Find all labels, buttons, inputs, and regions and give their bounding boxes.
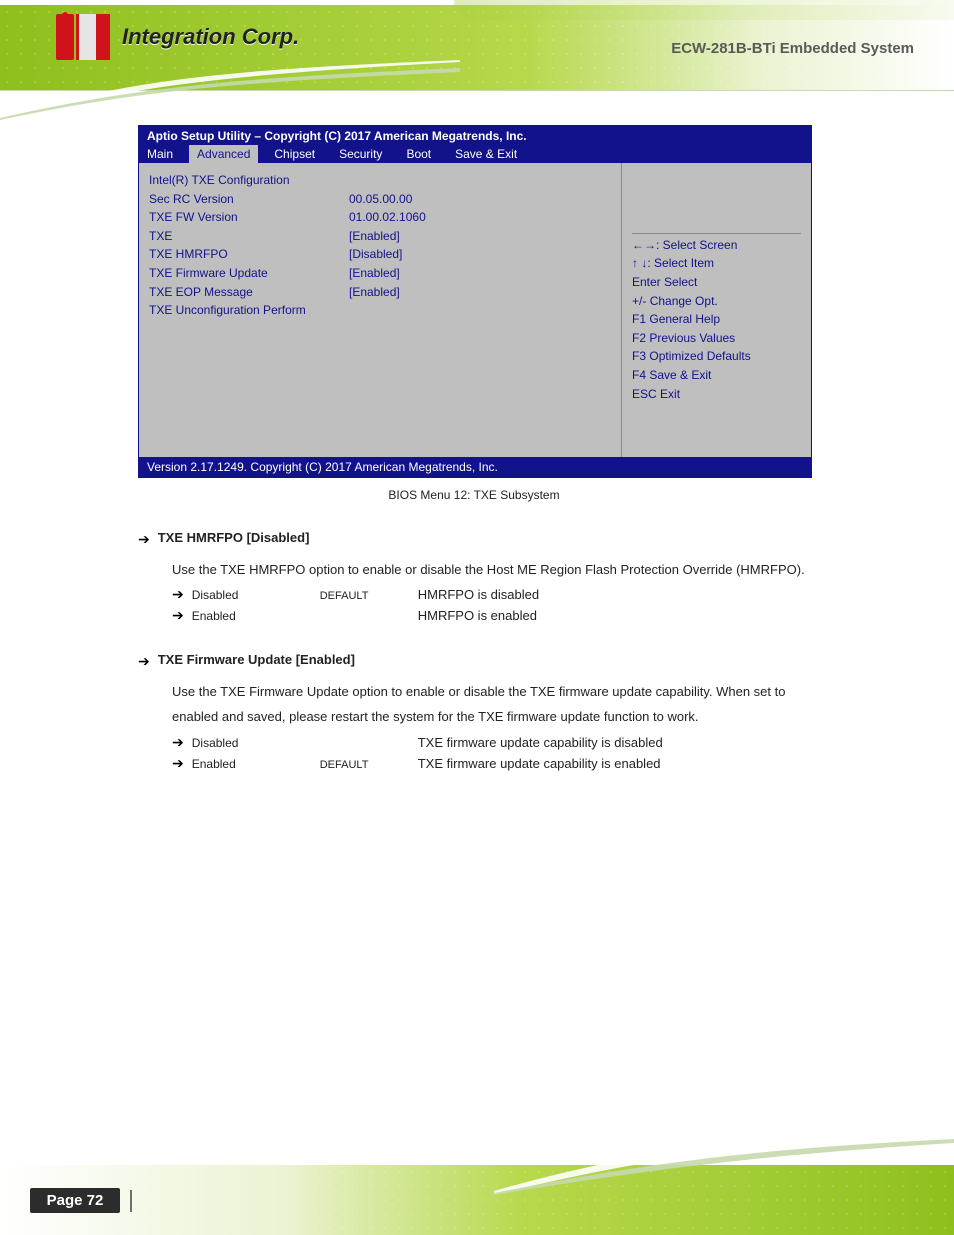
- footer-swoosh: [494, 1125, 954, 1195]
- tab-main[interactable]: Main: [139, 145, 181, 163]
- bios-row: TXE HMRFPO[Disabled]: [149, 245, 611, 264]
- brand-text: Integration Corp.: [122, 24, 299, 50]
- bios-row: Intel(R) TXE Configuration: [149, 171, 611, 190]
- option-header: ➔ TXE HMRFPO [Disabled]: [138, 530, 810, 548]
- page-number-bar: Page 72: [30, 1188, 132, 1213]
- bios-row: Sec RC Version00.05.00.00: [149, 190, 611, 209]
- header-swoosh: [0, 60, 460, 120]
- option-value: ➔ Enabled DEFAULT TXE firmware update ca…: [172, 755, 810, 772]
- product-label: ECW-281B-BTi Embedded System: [671, 40, 914, 57]
- tab-save[interactable]: Save & Exit: [447, 145, 525, 163]
- bios-key-row: +/- Change Opt.: [632, 292, 801, 311]
- bios-row: TXE[Enabled]: [149, 227, 611, 246]
- bios-tabs: Main Advanced Chipset Security Boot Save…: [139, 145, 811, 163]
- arrow-right-icon: ➔: [172, 586, 184, 603]
- option-header: ➔ TXE Firmware Update [Enabled]: [138, 652, 810, 670]
- option-title: TXE HMRFPO [Disabled]: [158, 530, 310, 545]
- page-footer: Page 72: [0, 1130, 954, 1235]
- arrow-right-icon: ➔: [138, 653, 150, 670]
- arrow-right-icon: ➔: [172, 734, 184, 751]
- tab-advanced[interactable]: Advanced: [189, 145, 258, 163]
- figure-caption: BIOS Menu 12: TXE Subsystem: [138, 488, 810, 502]
- tab-security[interactable]: Security: [331, 145, 390, 163]
- bios-key-row: ←→: Select Screen: [632, 236, 801, 255]
- option-value: ➔ Disabled DEFAULT HMRFPO is disabled: [172, 586, 810, 603]
- brand-mark: [56, 14, 112, 60]
- bios-right-divider: [632, 233, 801, 234]
- header-curve: [454, 0, 954, 20]
- option-paragraph: Use the TXE Firmware Update option to en…: [172, 680, 810, 729]
- bios-row: TXE Unconfiguration Perform: [149, 301, 611, 320]
- option-value: ➔ Disabled TXE firmware update capabilit…: [172, 734, 810, 751]
- arrows-lr-icon: ←→: [632, 238, 656, 252]
- page-header: Integration Corp. ECW-281B-BTi Embedded …: [0, 0, 954, 113]
- bios-panes: Intel(R) TXE Configuration Sec RC Versio…: [139, 163, 811, 457]
- bios-key-row: F4 Save & Exit: [632, 366, 801, 385]
- page-body: Aptio Setup Utility – Copyright (C) 2017…: [138, 125, 810, 772]
- option-title: TXE Firmware Update [Enabled]: [158, 652, 355, 667]
- bios-window: Aptio Setup Utility – Copyright (C) 2017…: [138, 125, 812, 478]
- bios-row: TXE EOP Message[Enabled]: [149, 283, 611, 302]
- page: Integration Corp. ECW-281B-BTi Embedded …: [0, 0, 954, 1235]
- tab-chipset[interactable]: Chipset: [266, 145, 323, 163]
- option-value: ➔ Enabled HMRFPO is enabled: [172, 607, 810, 624]
- page-number: Page 72: [30, 1188, 120, 1213]
- bios-title: Aptio Setup Utility – Copyright (C) 2017…: [139, 126, 811, 145]
- bios-key-row: F3 Optimized Defaults: [632, 347, 801, 366]
- bios-row: TXE FW Version01.00.02.1060: [149, 208, 611, 227]
- bios-key-row: F1 General Help: [632, 310, 801, 329]
- bios-key-row: F2 Previous Values: [632, 329, 801, 348]
- brand-logo: Integration Corp.: [56, 14, 299, 60]
- arrows-ud-icon: ↑ ↓: [632, 256, 647, 270]
- bios-footer: Version 2.17.1249. Copyright (C) 2017 Am…: [139, 457, 811, 477]
- bios-key-row: ESC Exit: [632, 385, 801, 404]
- bios-key-row: ↑ ↓: Select Item: [632, 254, 801, 273]
- option-paragraph: Use the TXE HMRFPO option to enable or d…: [172, 558, 810, 583]
- arrow-right-icon: ➔: [172, 755, 184, 772]
- arrow-right-icon: ➔: [138, 531, 150, 548]
- bios-right-pane: ←→: Select Screen ↑ ↓: Select Item Enter…: [622, 163, 811, 457]
- page-number-sep: [130, 1190, 132, 1212]
- tab-boot[interactable]: Boot: [398, 145, 439, 163]
- bios-key-row: Enter Select: [632, 273, 801, 292]
- bios-row: TXE Firmware Update[Enabled]: [149, 264, 611, 283]
- bios-left-pane: Intel(R) TXE Configuration Sec RC Versio…: [139, 163, 622, 457]
- arrow-right-icon: ➔: [172, 607, 184, 624]
